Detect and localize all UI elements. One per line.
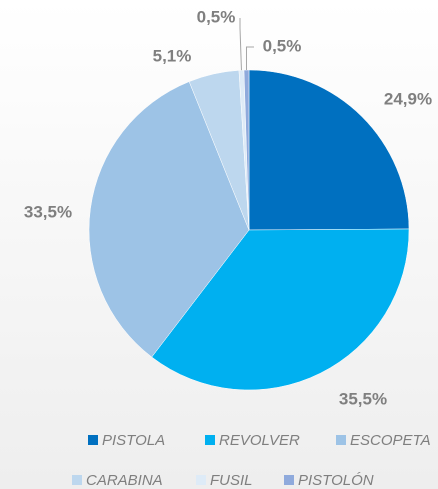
pie-slice bbox=[248, 69, 410, 231]
legend-label: REVOLVER bbox=[219, 432, 300, 449]
data-label: 0,5% bbox=[197, 7, 236, 26]
data-label: 33,5% bbox=[24, 202, 72, 221]
legend-swatch bbox=[336, 435, 346, 445]
data-label: 35,5% bbox=[339, 389, 387, 408]
legend-label: ESCOPETA bbox=[350, 432, 431, 449]
legend-swatch bbox=[88, 435, 98, 445]
pie-slice bbox=[151, 228, 410, 391]
legend-swatch bbox=[284, 475, 294, 485]
legend-label: FUSIL bbox=[210, 472, 253, 489]
legend-label: PISTOLÓN bbox=[298, 472, 374, 489]
leader-line bbox=[239, 18, 242, 71]
data-label: 0,5% bbox=[263, 36, 302, 55]
data-label: 5,1% bbox=[153, 46, 192, 65]
data-label: 24,9% bbox=[384, 89, 432, 108]
legend-label: PISTOLA bbox=[102, 432, 165, 449]
pie-slice bbox=[88, 81, 250, 358]
legend-label: CARABINA bbox=[86, 472, 163, 489]
legend-swatch bbox=[72, 475, 82, 485]
leader-line bbox=[245, 46, 254, 71]
legend-swatch bbox=[196, 475, 206, 485]
legend-swatch bbox=[205, 435, 215, 445]
